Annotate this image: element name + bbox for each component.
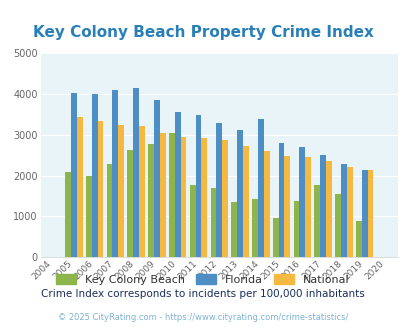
Bar xyxy=(107,164,112,257)
Bar xyxy=(222,140,227,257)
Bar xyxy=(231,202,237,257)
Bar xyxy=(355,221,361,257)
Bar xyxy=(168,133,175,257)
Bar xyxy=(313,185,320,257)
Bar xyxy=(195,115,201,257)
Legend: Key Colony Beach, Florida, National: Key Colony Beach, Florida, National xyxy=(52,270,353,289)
Bar xyxy=(127,150,133,257)
Bar xyxy=(257,119,263,257)
Bar xyxy=(367,170,373,257)
Bar xyxy=(160,133,165,257)
Bar xyxy=(139,126,145,257)
Bar xyxy=(148,145,153,257)
Bar xyxy=(175,112,180,257)
Bar xyxy=(272,218,278,257)
Bar xyxy=(97,121,103,257)
Bar xyxy=(278,143,284,257)
Bar xyxy=(118,125,124,257)
Text: © 2025 CityRating.com - https://www.cityrating.com/crime-statistics/: © 2025 CityRating.com - https://www.city… xyxy=(58,313,347,322)
Bar xyxy=(361,170,367,257)
Bar xyxy=(112,90,118,257)
Bar xyxy=(305,157,310,257)
Bar xyxy=(189,185,195,257)
Bar xyxy=(180,137,186,257)
Bar xyxy=(65,172,71,257)
Bar xyxy=(325,161,331,257)
Bar xyxy=(201,138,207,257)
Bar xyxy=(77,117,82,257)
Bar xyxy=(340,164,346,257)
Bar xyxy=(153,100,160,257)
Bar xyxy=(71,93,77,257)
Bar xyxy=(334,194,340,257)
Bar xyxy=(293,201,298,257)
Bar xyxy=(92,94,97,257)
Bar xyxy=(252,199,257,257)
Bar xyxy=(242,146,248,257)
Bar xyxy=(284,156,290,257)
Text: Crime Index corresponds to incidents per 100,000 inhabitants: Crime Index corresponds to incidents per… xyxy=(41,289,364,299)
Bar xyxy=(210,188,216,257)
Bar xyxy=(298,147,305,257)
Bar xyxy=(346,167,352,257)
Bar xyxy=(263,151,269,257)
Bar xyxy=(86,176,92,257)
Bar xyxy=(320,155,325,257)
Text: Key Colony Beach Property Crime Index: Key Colony Beach Property Crime Index xyxy=(32,25,373,40)
Bar xyxy=(133,88,139,257)
Bar xyxy=(216,123,222,257)
Bar xyxy=(237,130,242,257)
